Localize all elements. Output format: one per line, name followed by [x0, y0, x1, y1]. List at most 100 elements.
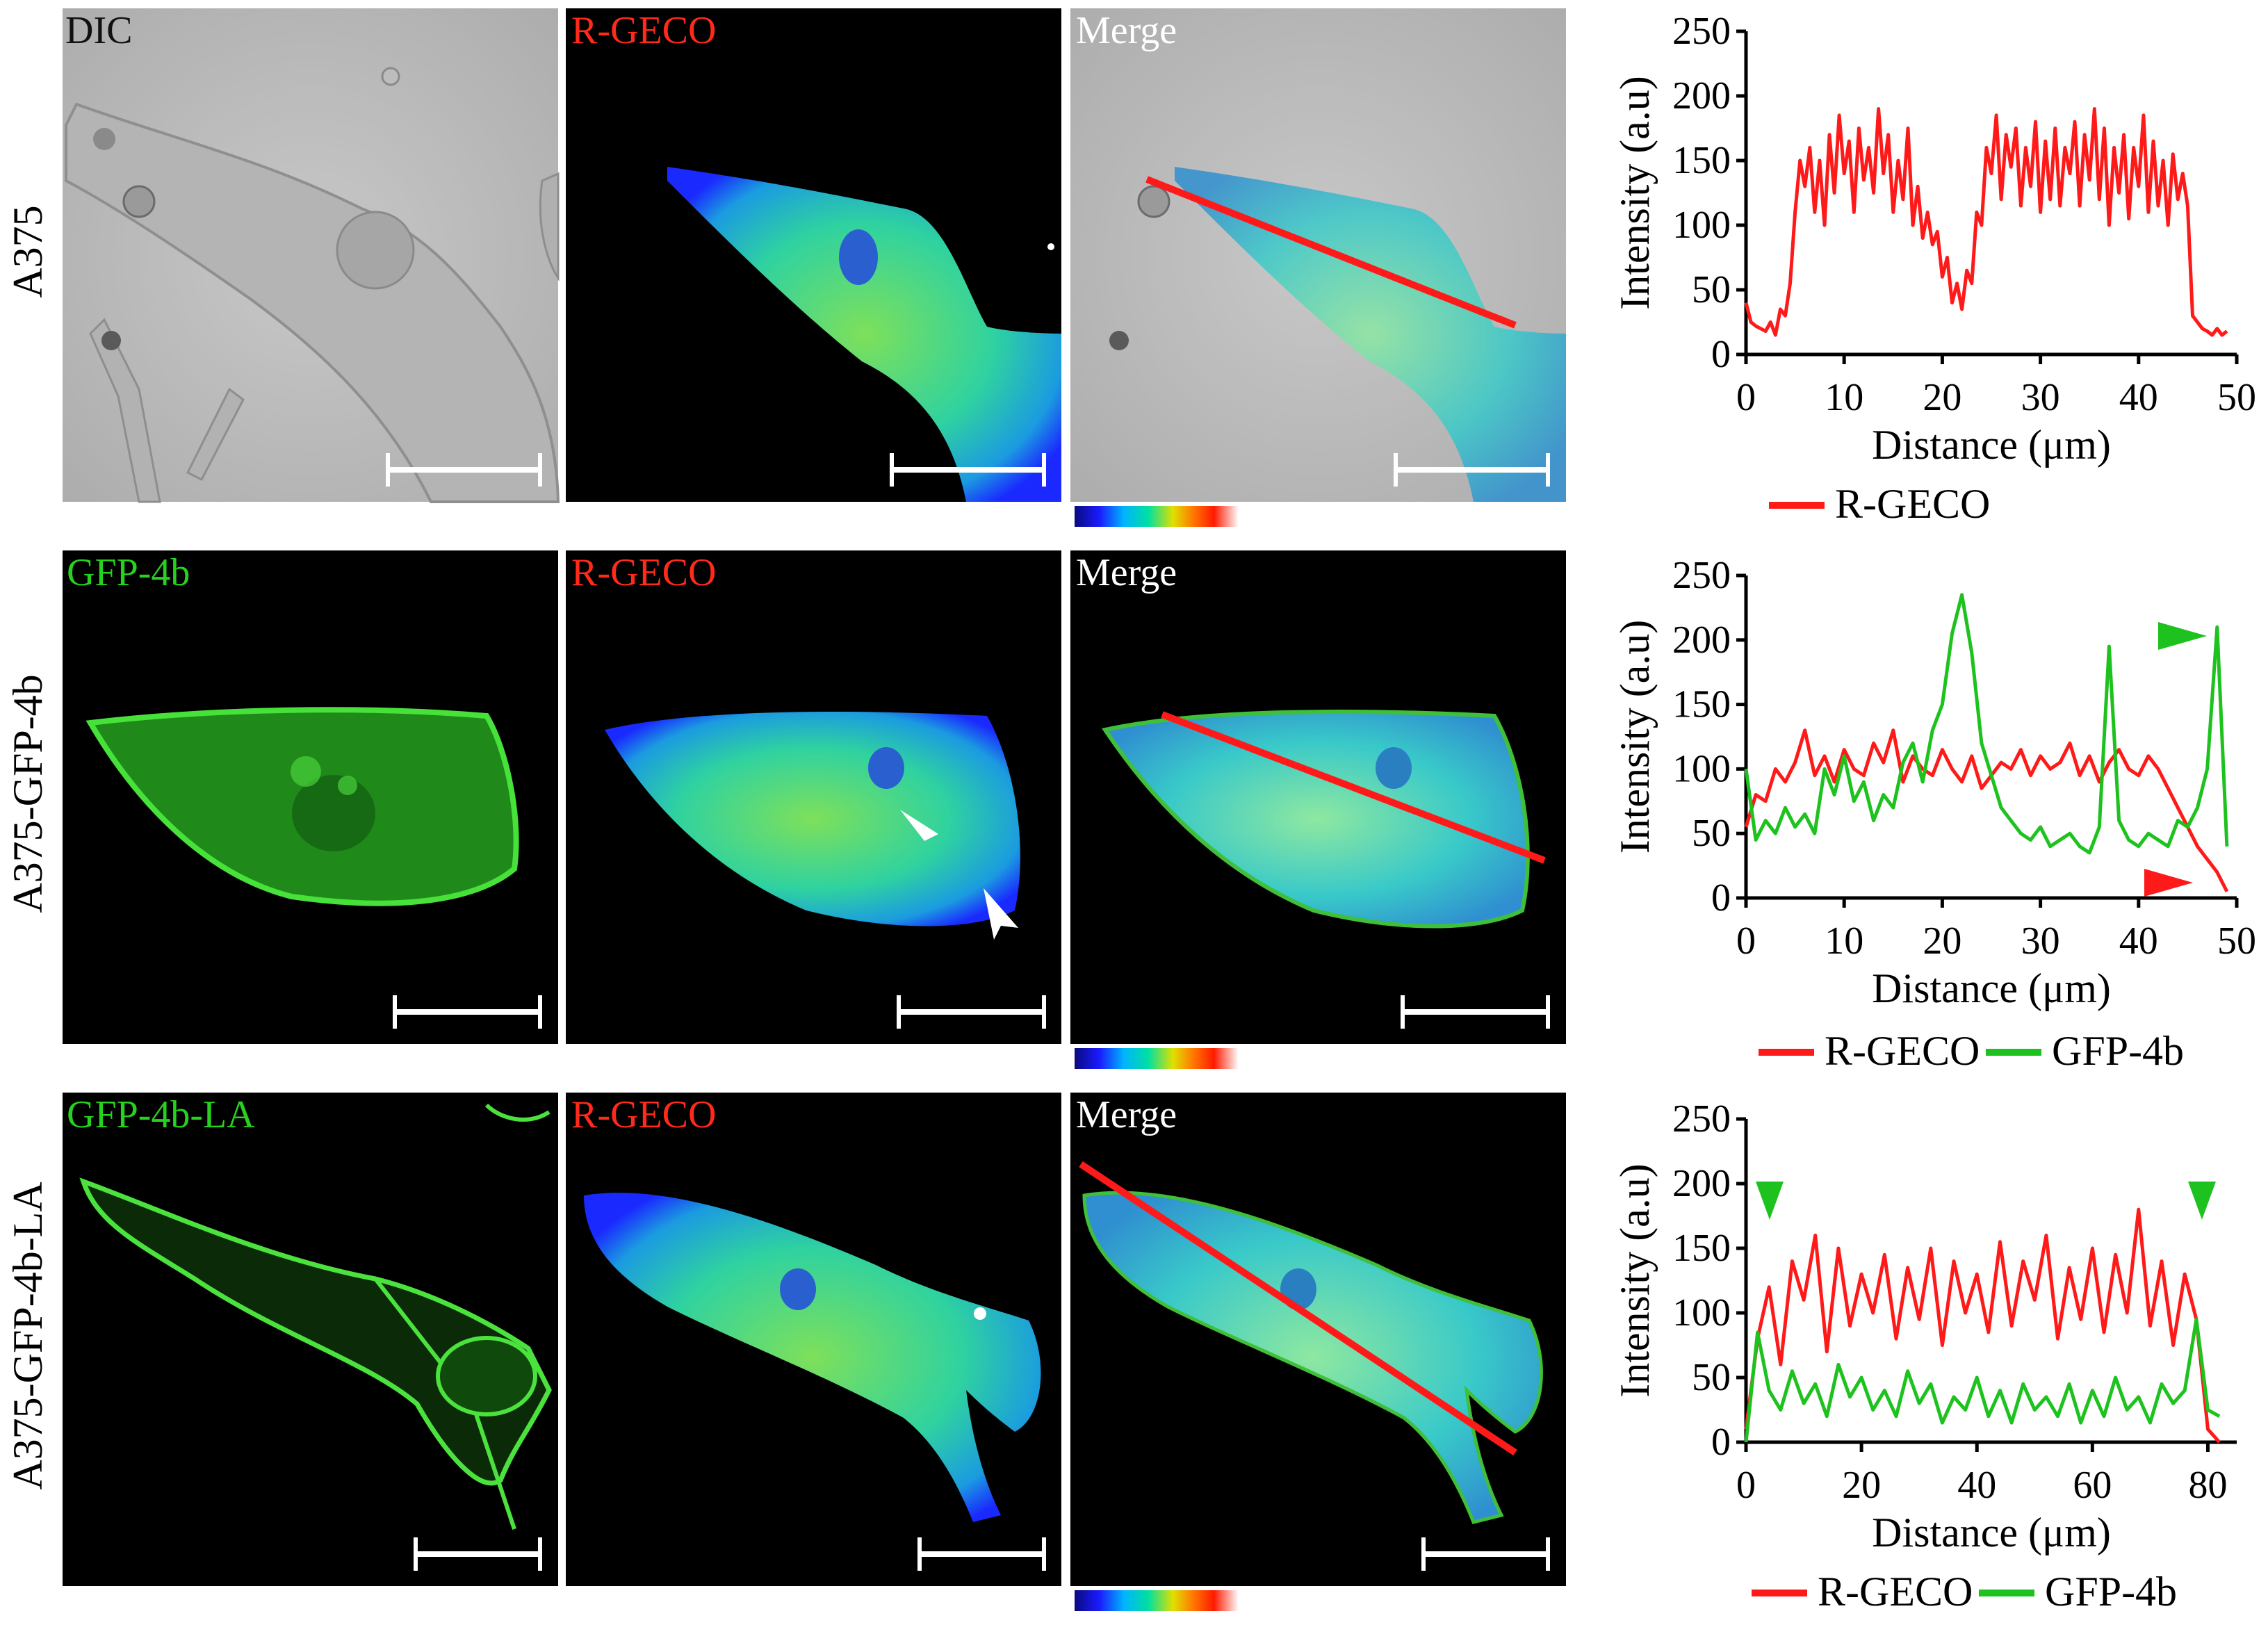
line-profile: [1145, 176, 1517, 329]
y-tick-label: 100: [1672, 204, 1731, 247]
dic-debris: [381, 67, 400, 86]
x-tick-label: 40: [2119, 376, 2158, 419]
dic-vesicle: [1109, 331, 1129, 350]
dic-vesicle: [93, 128, 115, 150]
y-tick-label: 0: [1711, 1421, 1731, 1464]
scale-bar-tick: [1042, 995, 1046, 1029]
row-label-1: A375: [5, 205, 51, 297]
series-line-r-geco: [1744, 728, 2229, 892]
scale-bar-tick: [414, 1537, 418, 1571]
merge-nucleus: [1376, 747, 1412, 789]
y-axis-label: Intensity (a.u): [1612, 76, 1658, 310]
panel-rgeco: R-GECO: [566, 550, 1061, 1044]
x-tick-label: 20: [1923, 920, 1961, 963]
x-axis-label: Distance (μm): [1872, 965, 2111, 1011]
x-tick-label: 20: [1923, 376, 1961, 419]
x-axis-label: Distance (μm): [1872, 422, 2111, 468]
scale-bar-tick: [538, 1537, 542, 1571]
rgeco-nucleus: [839, 229, 878, 285]
y-tick-label: 200: [1672, 1162, 1731, 1205]
scale-bar-tick: [1546, 995, 1550, 1029]
merge-cell: [1082, 1191, 1543, 1524]
x-tick-label: 50: [2217, 376, 2256, 419]
dic-process: [186, 387, 245, 482]
colormap-bar: [1075, 506, 1239, 527]
panel-gfp: GFP-4b-LA: [63, 1093, 558, 1586]
line-profile: [1161, 711, 1546, 864]
green-arrowhead: [2188, 1182, 2216, 1220]
scale-bar: [393, 1009, 542, 1015]
x-tick-label: 40: [1957, 1464, 1996, 1507]
scale-bar-tick: [897, 995, 901, 1029]
y-axis-label: Intensity (a.u): [1612, 1163, 1658, 1398]
y-tick-label: 50: [1692, 812, 1731, 855]
series-line-r-geco: [1744, 1207, 2221, 1444]
scale-bar: [897, 1009, 1046, 1015]
intensity-chart-2: 0 50 100 150 200 250 0 10 20 30 40 50 Distance (μm) I…: [1612, 554, 2256, 1074]
rgeco-cell: [584, 1193, 1041, 1522]
scale-bar-tick: [1042, 1537, 1046, 1571]
y-tick-label: 150: [1672, 139, 1731, 182]
panel-label: R-GECO: [571, 1093, 716, 1136]
x-tick-label: 0: [1736, 1464, 1756, 1507]
y-tick-label: 50: [1692, 268, 1731, 311]
panel-dic: DIC: [63, 8, 560, 503]
panel-merge: Merge: [1070, 550, 1566, 1044]
x-tick-label: 60: [2073, 1464, 2112, 1507]
scale-bar: [386, 467, 542, 473]
y-tick-label: 250: [1672, 1097, 1731, 1141]
rgeco-cell: [605, 712, 1020, 926]
row-1: DIC R-GECO Merge: [63, 8, 1566, 527]
dic-cell-body: [65, 102, 560, 503]
panel-label: R-GECO: [571, 551, 716, 594]
y-tick-label: 50: [1692, 1356, 1731, 1399]
scale-bar: [890, 467, 1046, 473]
green-arrowhead: [1756, 1182, 1784, 1220]
panel-label: R-GECO: [571, 9, 716, 52]
scale-bar-tick: [1394, 453, 1398, 487]
scale-bar-tick: [890, 453, 894, 487]
gfp-neighbor: [436, 1336, 537, 1416]
scale-bar: [1394, 467, 1550, 473]
x-tick-label: 40: [2119, 920, 2158, 963]
scale-bar-tick: [386, 453, 390, 487]
scale-bar: [917, 1551, 1046, 1557]
colormap-bar: [1075, 1590, 1239, 1611]
dic-vesicle: [1137, 185, 1170, 218]
legend-label: R-GECO: [1825, 1028, 1980, 1074]
panel-label: DIC: [65, 9, 132, 52]
y-tick-label: 200: [1672, 74, 1731, 117]
rgeco-speck: [974, 1307, 986, 1320]
white-arrowhead: [984, 888, 1018, 940]
rgeco-nucleus: [868, 747, 904, 789]
x-tick-label: 0: [1736, 920, 1756, 963]
y-tick-label: 150: [1672, 683, 1731, 726]
y-tick-label: 0: [1711, 333, 1731, 376]
panel-merge: Merge: [1070, 8, 1566, 502]
gfp-membrane: [484, 1103, 550, 1122]
scale-bar-tick: [393, 995, 397, 1029]
y-tick-label: 250: [1672, 10, 1731, 53]
legend-label: R-GECO: [1835, 481, 1990, 527]
row-2: GFP-4b R-GECO Merge: [63, 550, 1566, 1069]
legend-label: GFP-4b: [2052, 1028, 2184, 1074]
scale-bar: [414, 1551, 542, 1557]
dic-neighbor-cell: [539, 172, 560, 282]
scale-bar-tick: [1421, 1537, 1426, 1571]
panel-label: Merge: [1076, 9, 1177, 52]
panel-rgeco: R-GECO: [566, 1093, 1061, 1586]
white-arrowhead: [900, 810, 938, 841]
panel-merge: Merge: [1070, 1093, 1566, 1586]
row-labels: A375 A375-GFP-4b A375-GFP-4b-LA: [5, 205, 51, 1489]
panel-gfp: GFP-4b: [63, 550, 558, 1044]
scale-bar-tick: [1042, 453, 1046, 487]
legend-label: R-GECO: [1818, 1569, 1973, 1615]
legend-label: GFP-4b: [2045, 1569, 2177, 1615]
x-tick-label: 0: [1736, 376, 1756, 419]
scale-bar: [1421, 1551, 1550, 1557]
y-tick-label: 250: [1672, 554, 1731, 597]
y-tick-label: 0: [1711, 876, 1731, 920]
green-arrowhead: [2158, 622, 2207, 650]
rgeco-cell: [667, 167, 1061, 502]
